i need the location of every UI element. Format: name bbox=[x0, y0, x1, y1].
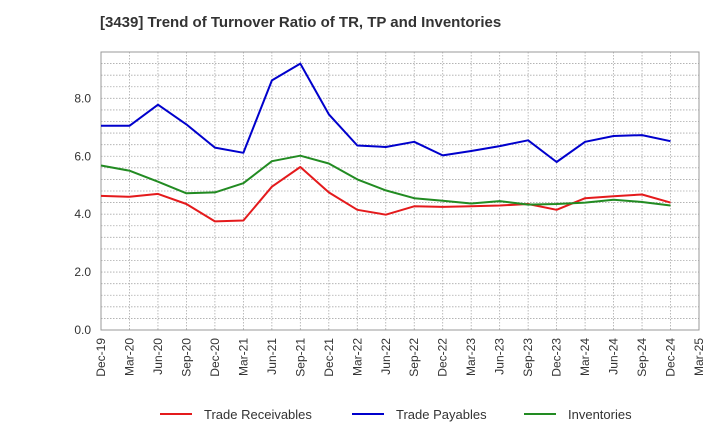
x-axis-tick-labels: Dec-19 Mar-20 Jun-20 Sep-20 Dec-20 Mar-21 Jun-… bbox=[94, 338, 706, 377]
series-line-inventories bbox=[100, 154, 671, 207]
x-tick-label: Sep-23 bbox=[521, 338, 535, 377]
y-tick-label: 0.0 bbox=[74, 323, 91, 337]
x-tick-label: Jun-21 bbox=[265, 338, 279, 375]
legend-label: Trade Payables bbox=[396, 407, 487, 422]
x-tick-label: Jun-24 bbox=[607, 338, 621, 375]
grid-layer bbox=[100, 51, 700, 331]
legend-label: Trade Receivables bbox=[204, 407, 312, 422]
x-tick-label: Jun-23 bbox=[493, 338, 507, 375]
series-layer bbox=[100, 62, 671, 223]
y-tick-label: 4.0 bbox=[74, 207, 91, 221]
x-tick-label: Mar-23 bbox=[464, 338, 478, 376]
x-tick-label: Mar-20 bbox=[122, 338, 136, 376]
x-tick-label: Jun-22 bbox=[379, 338, 393, 375]
x-tick-label: Sep-21 bbox=[293, 338, 307, 377]
y-tick-label: 8.0 bbox=[74, 91, 91, 105]
x-tick-label: Dec-23 bbox=[550, 338, 564, 377]
x-tick-label: Sep-22 bbox=[407, 338, 421, 377]
x-tick-label: Jun-20 bbox=[151, 338, 165, 375]
chart-title: [3439] Trend of Turnover Ratio of TR, TP… bbox=[100, 14, 502, 31]
plot-area-frame bbox=[100, 51, 700, 331]
series-line-trade-payables bbox=[101, 62, 671, 163]
x-tick-label: Mar-21 bbox=[236, 338, 250, 376]
x-tick-label: Dec-20 bbox=[208, 338, 222, 377]
x-tick-label: Mar-25 bbox=[692, 338, 706, 376]
legend: Trade Receivables Trade Payables Inventori… bbox=[160, 407, 632, 422]
x-tick-label: Sep-24 bbox=[635, 338, 649, 377]
y-tick-label: 6.0 bbox=[74, 149, 91, 163]
x-tick-label: Dec-21 bbox=[322, 338, 336, 377]
x-tick-label: Mar-24 bbox=[578, 338, 592, 376]
x-tick-label: Dec-19 bbox=[94, 338, 108, 377]
x-tick-label: Mar-22 bbox=[350, 338, 364, 376]
legend-label: Inventories bbox=[568, 407, 632, 422]
x-tick-label: Dec-22 bbox=[436, 338, 450, 377]
x-tick-label: Sep-20 bbox=[179, 338, 193, 377]
x-tick-label: Dec-24 bbox=[664, 338, 678, 377]
y-tick-label: 2.0 bbox=[74, 265, 91, 279]
y-axis-tick-labels: 0.0 2.0 4.0 6.0 8.0 bbox=[74, 91, 91, 337]
